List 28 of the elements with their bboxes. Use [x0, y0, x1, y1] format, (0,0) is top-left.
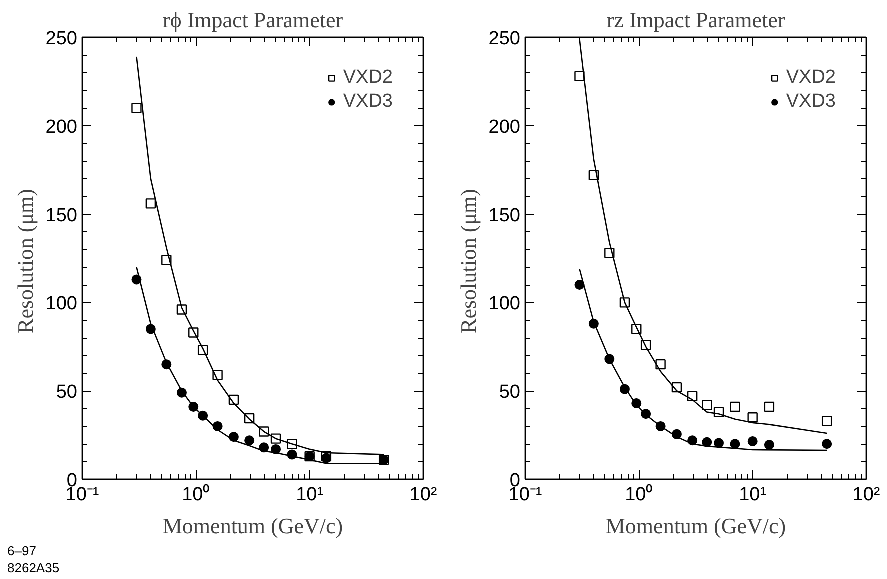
x-tick-label: 10¹ [739, 484, 767, 506]
y-tick-label: 200 [488, 116, 520, 138]
x-tick-label: 10¹ [296, 484, 324, 506]
y-axis-title: Resolution (μm) [12, 189, 38, 334]
text: 8262A35 [8, 560, 60, 576]
legend-label: VXD3 [786, 91, 836, 113]
legend-label: VXD2 [786, 67, 836, 89]
x-tick-label: 10⁰ [625, 484, 654, 506]
y-tick-label: 50 [499, 382, 521, 404]
y-tick-label: 150 [488, 205, 520, 226]
x-tick-label: 10⁰ [182, 484, 210, 506]
y-tick-label: 250 [46, 28, 78, 50]
x-axis-title: Momentum (GeV/c) [606, 514, 786, 538]
x-axis-title: Momentum (GeV/c) [162, 514, 344, 538]
x-tick-label: 10² [852, 484, 880, 506]
legend-label: VXD2 [343, 67, 393, 89]
chart-title: rϕ Impact Parameter [162, 8, 344, 32]
y-tick-label: 250 [488, 28, 520, 50]
y-tick-label: 100 [488, 294, 520, 315]
y-tick-label: 100 [46, 294, 78, 315]
y-tick-label: 200 [46, 116, 78, 138]
y-axis-title: Resolution (μm) [456, 189, 481, 334]
chart-title: rz Impact Parameter [606, 8, 786, 32]
y-tick-label: 150 [46, 205, 78, 226]
legend-label: VXD3 [343, 91, 393, 113]
x-tick-label: 10² [410, 484, 438, 506]
y-tick-label: 50 [56, 382, 78, 404]
text: 6–97 [8, 544, 36, 558]
